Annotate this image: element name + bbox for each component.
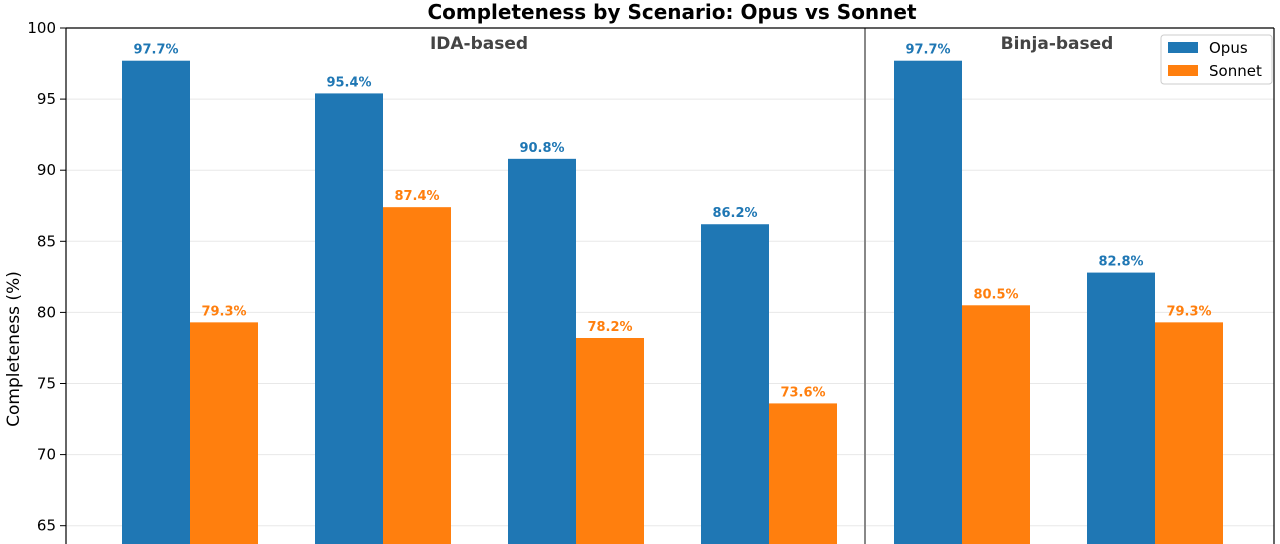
bar-opus xyxy=(894,60,962,544)
y-tick-label: 85 xyxy=(37,232,56,250)
legend-label-opus: Opus xyxy=(1209,39,1248,57)
group-label-binja: Binja-based xyxy=(1001,34,1114,54)
legend-swatch-opus xyxy=(1168,42,1198,53)
bar-opus xyxy=(315,93,383,544)
bar-opus xyxy=(122,60,190,544)
y-axis-label: Completeness (%) xyxy=(4,271,24,427)
y-tick-label: 95 xyxy=(37,90,56,108)
data-label-sonnet: 78.2% xyxy=(587,320,632,335)
data-label-sonnet: 73.6% xyxy=(780,385,825,400)
frame-layer xyxy=(60,27,1275,544)
legend-swatch-sonnet xyxy=(1168,65,1198,76)
data-label-opus: 82.8% xyxy=(1098,255,1143,270)
y-tick-label: 100 xyxy=(27,19,56,37)
bar-sonnet xyxy=(962,305,1030,544)
y-tick-label: 80 xyxy=(37,303,56,321)
data-label-sonnet: 80.5% xyxy=(973,287,1018,302)
bar-opus xyxy=(1087,272,1155,544)
data-label-opus: 90.8% xyxy=(519,141,564,156)
bar-opus xyxy=(508,158,576,544)
bar-opus xyxy=(701,224,769,544)
data-label-sonnet: 79.3% xyxy=(201,304,246,319)
legend-label-sonnet: Sonnet xyxy=(1209,62,1262,80)
y-tick-label: 65 xyxy=(37,517,56,535)
data-label-opus: 97.7% xyxy=(133,43,178,58)
bar-sonnet xyxy=(190,322,258,544)
group-label-ida: IDA-based xyxy=(430,34,528,54)
bar-sonnet xyxy=(576,337,644,544)
grid-layer xyxy=(66,27,1274,527)
data-label-sonnet: 87.4% xyxy=(394,189,439,204)
data-label-sonnet: 79.3% xyxy=(1166,304,1211,319)
data-label-opus: 86.2% xyxy=(712,206,757,221)
y-tick-label: 90 xyxy=(37,161,56,179)
chart-title: Completeness by Scenario: Opus vs Sonnet xyxy=(427,0,917,24)
y-tick-label: 70 xyxy=(37,446,56,464)
y-tick-label: 75 xyxy=(37,375,56,393)
data-label-opus: 95.4% xyxy=(326,75,371,90)
label-layer: 65 70 75 80 85 90 95 100 97.7% 79.3% 95.4% 87.4% 90.… xyxy=(27,19,1211,535)
legend: Opus Sonnet xyxy=(1160,34,1273,85)
bar-sonnet xyxy=(769,403,837,544)
bar-layer xyxy=(122,60,1223,544)
data-label-opus: 97.7% xyxy=(905,43,950,58)
bar-sonnet xyxy=(1155,322,1223,544)
bar-sonnet xyxy=(383,207,451,544)
